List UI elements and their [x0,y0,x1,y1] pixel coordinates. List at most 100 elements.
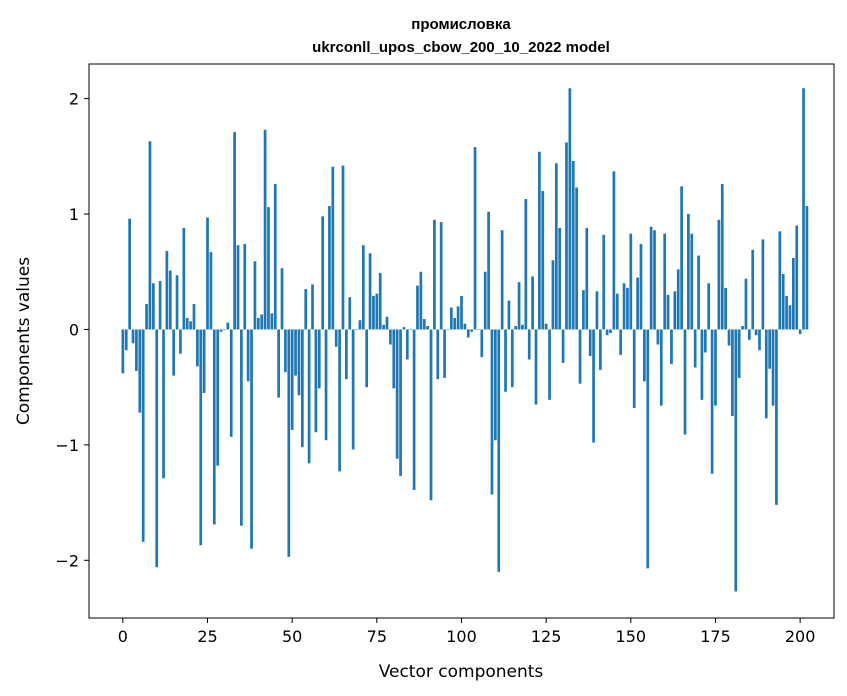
bar-42 [263,129,267,330]
bar-24 [202,329,206,393]
bar-180 [731,329,734,417]
bar-49 [287,329,291,557]
bar-70 [358,320,362,330]
bar-87 [416,285,419,330]
bar-194 [778,231,782,330]
bar-58 [317,329,321,389]
bar-97 [449,307,453,330]
bar-83 [402,327,406,330]
bar-21 [192,304,196,330]
y-tick-label: 2 [69,90,79,109]
y-tick-label: 0 [69,320,79,339]
bar-40 [256,317,260,330]
bar-85 [409,329,413,330]
bar-63 [334,329,338,347]
bar-100 [460,295,463,330]
bar-113 [504,329,507,392]
bar-119 [524,199,528,330]
bar-72 [365,329,369,388]
bar-2 [128,218,131,330]
bar-89 [422,319,426,330]
bar-135 [578,329,582,384]
bar-149 [626,287,629,330]
bar-39 [253,261,257,330]
bar-155 [646,329,650,569]
bar-81 [395,329,399,459]
bar-201 [802,88,805,330]
bar-36 [243,244,247,330]
bar-44 [270,313,274,330]
bar-32 [229,329,233,437]
bar-197 [788,305,792,330]
bar-115 [510,329,514,388]
x-tick-label: 175 [700,627,731,646]
bar-165 [680,186,683,330]
bar-93 [436,329,440,380]
bar-45 [273,184,277,330]
bar-145 [612,171,616,330]
bar-37 [246,329,250,382]
bar-74 [372,295,375,330]
bar-128 [554,163,558,330]
bar-161 [666,294,670,330]
bar-159 [659,329,663,406]
bar-134 [575,187,578,330]
bar-178 [724,287,727,330]
bar-41 [260,314,264,330]
bar-76 [378,272,382,330]
bar-163 [673,291,677,330]
bar-43 [267,207,270,330]
bar-99 [456,306,460,330]
bar-138 [588,329,592,357]
y-axis-label: Components values [14,257,34,425]
bar-50 [290,329,294,430]
bar-12 [162,329,165,479]
bar-126 [548,329,551,400]
bar-127 [551,260,555,330]
bar-30 [223,329,226,330]
bar-129 [558,227,562,330]
bar-139 [592,329,595,443]
x-tick-label: 25 [197,627,217,646]
bar-117 [517,282,521,330]
x-tick-label: 75 [367,627,387,646]
chart-title-line2: ukrconll_upos_cbow_200_10_2022 model [312,39,610,56]
bar-140 [595,291,599,330]
bar-88 [419,271,423,330]
bar-20 [189,321,192,330]
bar-192 [771,329,775,406]
bar-125 [544,323,548,330]
bar-120 [527,329,531,360]
bar-105 [477,329,480,330]
bar-26 [209,252,213,330]
bar-176 [717,219,721,330]
bar-64 [338,329,341,472]
bar-190 [764,329,768,419]
bar-1 [124,329,128,351]
bar-131 [565,142,568,330]
bar-46 [277,329,280,398]
bar-16 [175,275,179,330]
bar-193 [775,329,778,505]
bar-111 [497,329,501,572]
bar-62 [331,166,335,330]
bar-174 [710,329,714,474]
bar-202 [805,205,809,330]
bar-121 [531,276,534,330]
bar-66 [345,329,348,380]
bar-31 [226,322,230,330]
bar-107 [483,271,487,330]
x-tick-label: 50 [282,627,302,646]
bar-187 [754,329,758,336]
bar-148 [622,283,626,330]
x-axis-ticks: 0 25 50 75 100 125 150 175 200 [118,618,815,646]
bar-56 [311,284,314,330]
bar-143 [605,329,609,336]
bar-184 [744,278,748,330]
bar-191 [768,329,772,369]
bar-102 [466,329,470,338]
bar-86 [412,329,416,490]
bar-177 [720,184,724,330]
bar-54 [304,289,308,330]
